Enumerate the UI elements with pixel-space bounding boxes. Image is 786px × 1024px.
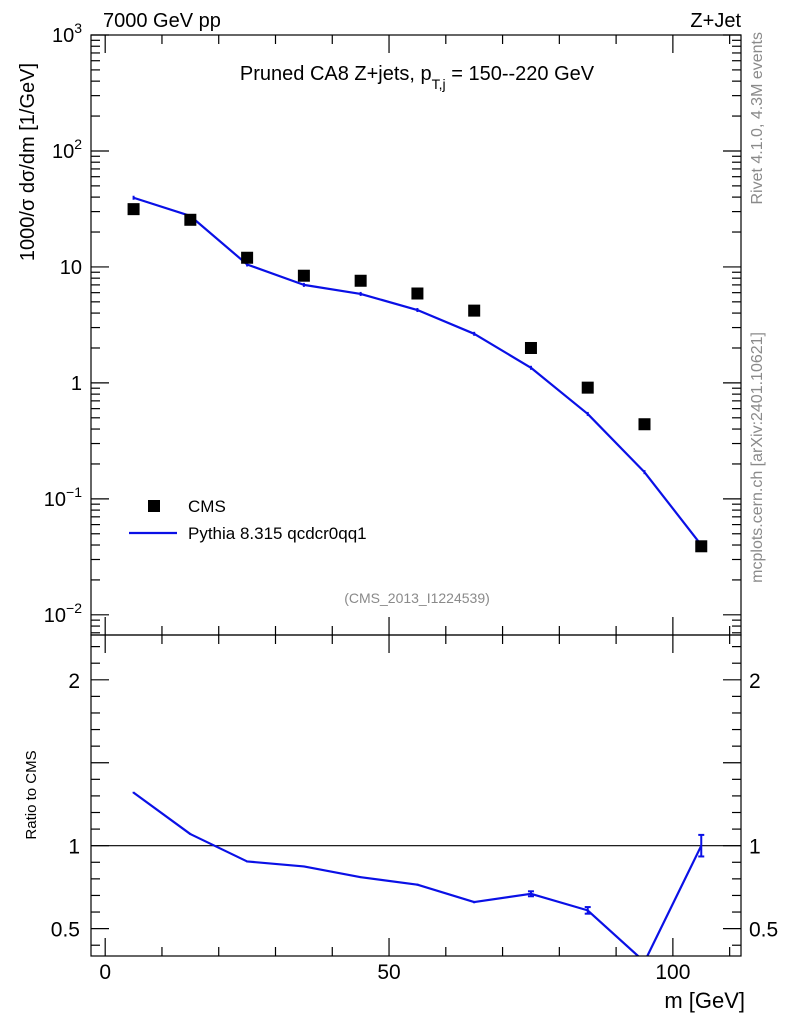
legend-data-label: CMS bbox=[188, 497, 226, 516]
y-tick-label: 103 bbox=[52, 20, 82, 47]
main-plot-frame bbox=[90, 34, 742, 636]
ratio-y-tick-label-right: 2 bbox=[749, 670, 761, 693]
data-point bbox=[297, 269, 310, 282]
data-point bbox=[354, 274, 367, 287]
ratio-plot-frame bbox=[90, 634, 742, 957]
x-axis-label: m [GeV] bbox=[664, 988, 745, 1013]
mc-series-main bbox=[132, 195, 703, 548]
rivet-info: Rivet 4.1.0, 4.3M events bbox=[749, 32, 766, 205]
data-point bbox=[127, 203, 140, 216]
x-tick-label: 100 bbox=[655, 961, 690, 984]
ratio-line bbox=[132, 791, 703, 956]
data-series-main bbox=[127, 203, 708, 553]
data-point bbox=[468, 304, 481, 317]
mcplots-credit: mcplots.cern.ch [arXiv:2401.10621] bbox=[749, 332, 766, 583]
data-point bbox=[241, 251, 254, 264]
y-tick-label: 10−1 bbox=[44, 484, 82, 511]
ratio-series bbox=[132, 791, 705, 956]
y-tick-label: 1 bbox=[71, 373, 82, 395]
ratio-y-tick-label: 0.5 bbox=[51, 919, 80, 942]
ratio-ylabel: Ratio to CMS bbox=[23, 750, 40, 839]
legend-mc-label: Pythia 8.315 qcdcr0qq1 bbox=[188, 524, 367, 543]
ratio-y-tick-label-right: 1 bbox=[749, 836, 761, 859]
axes bbox=[91, 34, 741, 956]
header-left: 7000 GeV pp bbox=[103, 10, 221, 32]
y-tick-label: 102 bbox=[52, 136, 82, 163]
y-tick-label: 10 bbox=[60, 257, 82, 279]
data-point bbox=[411, 287, 424, 300]
header-right: Z+Jet bbox=[690, 10, 741, 32]
mc-line bbox=[133, 196, 703, 546]
x-tick-label: 50 bbox=[377, 961, 400, 984]
data-point bbox=[581, 381, 594, 394]
data-point bbox=[695, 540, 708, 553]
x-tick-label: 0 bbox=[99, 961, 111, 984]
data-point bbox=[524, 341, 537, 354]
ratio-y-tick-label: 2 bbox=[68, 670, 80, 693]
y-tick-label: 10−2 bbox=[44, 600, 82, 627]
analysis-watermark: (CMS_2013_I1224539) bbox=[344, 590, 490, 606]
ratio-y-tick-label: 1 bbox=[68, 836, 80, 859]
main-ylabel: 1000/σ dσ/dm [1/GeV] bbox=[17, 63, 39, 261]
legend-data-marker bbox=[148, 500, 160, 512]
ratio-y-tick-label-right: 0.5 bbox=[749, 919, 778, 942]
ratio-series-inner bbox=[132, 791, 705, 956]
plot-title: Pruned CA8 Z+jets, pT,j = 150--220 GeV bbox=[240, 63, 595, 92]
data-point bbox=[638, 418, 651, 431]
data-point bbox=[184, 213, 197, 226]
